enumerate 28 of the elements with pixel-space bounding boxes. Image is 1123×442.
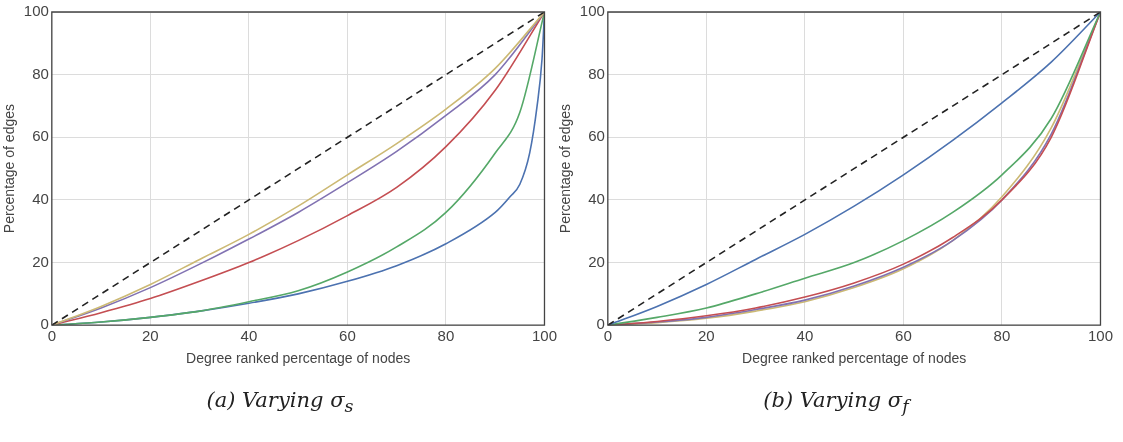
x-axis-title: Degree ranked percentage of nodes: [186, 350, 411, 367]
y-tick-label: 40: [32, 190, 49, 208]
x-axis-title: Degree ranked percentage of nodes: [742, 350, 967, 367]
x-tick-label: 80: [437, 327, 455, 345]
x-tick-label: 60: [895, 327, 912, 345]
y-tick-label: 40: [588, 190, 605, 208]
y-tick-label: 80: [32, 64, 49, 82]
y-tick-label: 20: [588, 252, 605, 270]
y-tick-label: 80: [588, 64, 605, 82]
x-tick-label: 100: [531, 327, 557, 345]
x-tick-label: 100: [1087, 327, 1113, 345]
y-tick-label: 0: [40, 315, 49, 333]
y-axis-title: Percentage of edges: [1, 103, 18, 234]
x-tick-label: 60: [339, 327, 356, 345]
y-axis-title: Percentage of edges: [557, 103, 574, 234]
y-tick-label: 20: [32, 252, 49, 270]
text: (b) Varying σ$_{f}$: [762, 388, 912, 417]
y-tick-label: 60: [32, 127, 49, 145]
text: (a) Varying σ$_{s}$: [205, 388, 355, 417]
y-tick-label: 0: [596, 315, 605, 333]
x-tick-label: 80: [993, 327, 1011, 345]
y-tick-label: 100: [579, 2, 605, 20]
y-tick-label: 100: [23, 2, 49, 20]
y-tick-label: 60: [588, 127, 605, 145]
x-tick-label: 40: [796, 327, 814, 345]
x-tick-label: 20: [142, 327, 159, 345]
x-tick-label: 40: [240, 327, 258, 345]
x-tick-label: 20: [698, 327, 715, 345]
